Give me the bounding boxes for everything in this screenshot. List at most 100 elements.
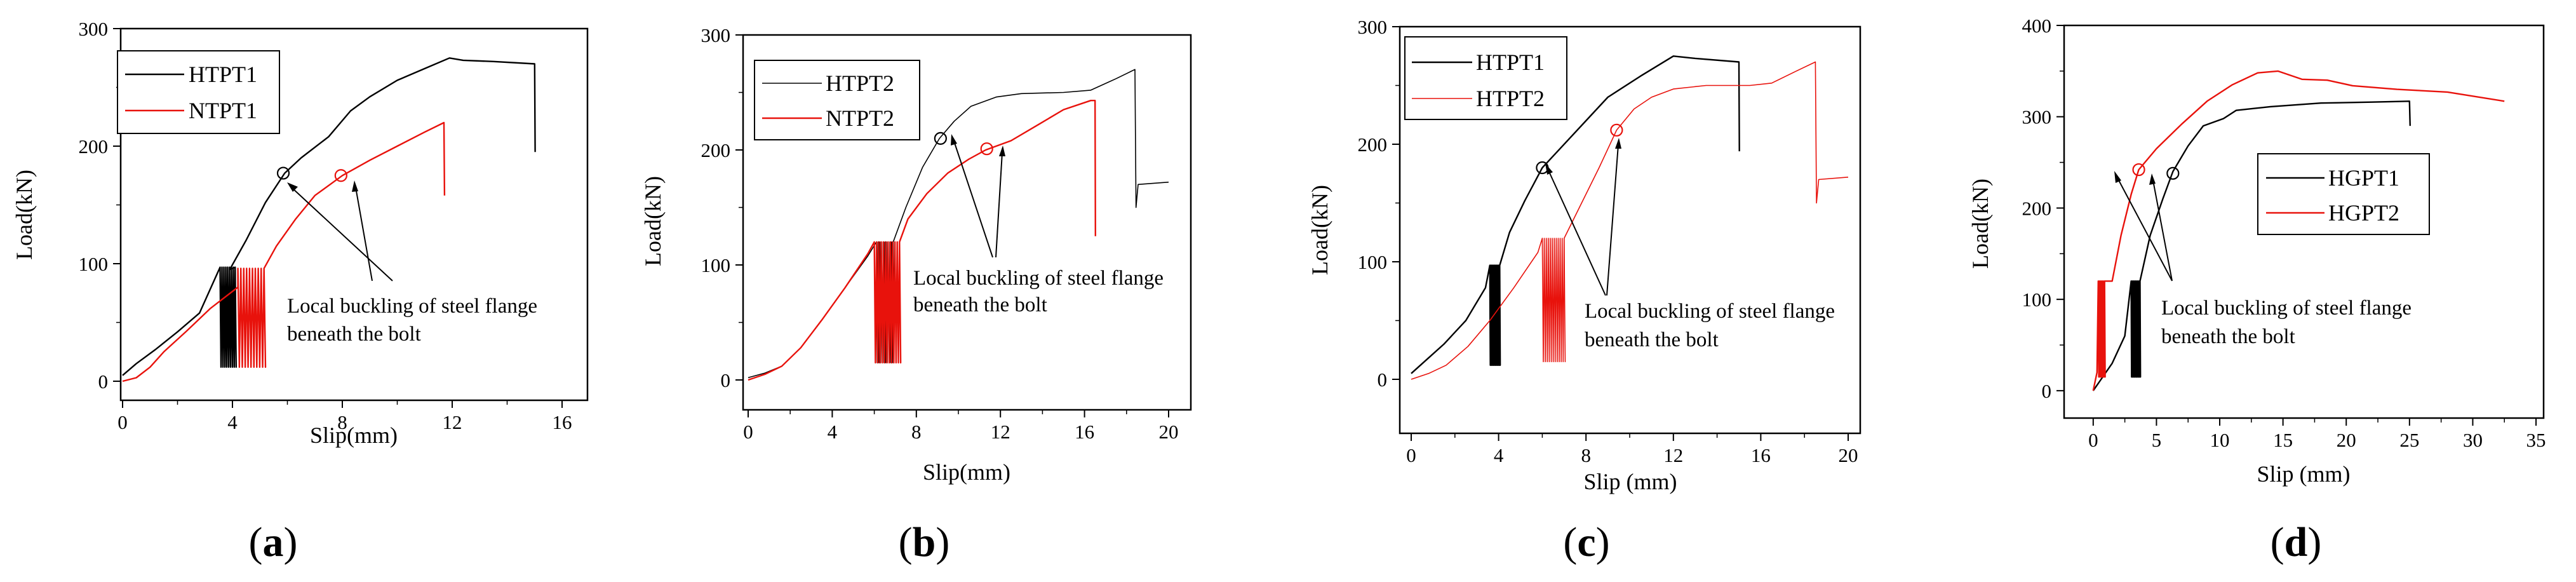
series-line-c-htpt1 <box>1411 55 1740 374</box>
x-tick-label-b-2: 8 <box>911 421 922 443</box>
annotation-text-d-line1: Local buckling of steel flange <box>2161 297 2412 320</box>
y-axis-label-b: Load(kN) <box>640 176 666 266</box>
legend-label-c-1: HTPT2 <box>1476 86 1545 111</box>
buckling-marker-b-1 <box>980 142 993 156</box>
legend-label-d-0: HGPT1 <box>2328 165 2399 191</box>
y-tick-label-c-3: 300 <box>1358 16 1388 38</box>
series-line-c-htpt2 <box>1411 61 1849 380</box>
y-tick-label-b-2: 200 <box>701 139 731 161</box>
y-tick-label-b-3: 300 <box>701 24 731 46</box>
y-axis-label-d: Load(kN) <box>1968 179 1993 269</box>
annotation-arrow-a-0 <box>291 187 393 281</box>
x-tick-label-a-4: 16 <box>553 411 572 433</box>
series-line-a-htpt1 <box>122 57 536 376</box>
ticks-c <box>1392 26 1849 441</box>
annotation-arrowhead-d-1 <box>2149 173 2156 185</box>
annotation-arrow-d-1 <box>2152 180 2173 281</box>
y-tick-label-c-0: 0 <box>1378 369 1388 391</box>
annotation-d: Local buckling of steel flange beneath t… <box>2114 171 2412 348</box>
x-tick-label-b-4: 16 <box>1075 421 1094 443</box>
ticks-b <box>735 34 1169 417</box>
y-tick-label-a-3: 300 <box>79 18 109 40</box>
series-c <box>1411 55 1849 380</box>
annotation-arrowhead-b-0 <box>951 134 957 146</box>
series-d <box>2092 70 2505 391</box>
x-tick-label-c-4: 16 <box>1751 444 1771 466</box>
series-line-a-ntpt1 <box>122 121 446 382</box>
annotation-arrow-a-1 <box>355 187 373 281</box>
panel-letter-d: d <box>2284 519 2308 565</box>
annotation-arrow-b-0 <box>953 140 993 258</box>
panel-label-a: (a) <box>249 519 298 565</box>
legend-box-a <box>117 50 280 134</box>
series-line-b-ntpt2 <box>748 100 1096 381</box>
annotation-arrowhead-c-1 <box>1615 138 1621 149</box>
x-tick-label-a-0: 0 <box>117 411 128 433</box>
plot-frame-a <box>119 27 589 402</box>
x-tick-label-d-3: 15 <box>2273 429 2293 451</box>
annotation-text-c-line2: beneath the bolt <box>1585 328 1719 351</box>
annotation-text-b-line1: Local buckling of steel flange <box>913 267 1164 290</box>
annotation-text-d-line2: beneath the bolt <box>2161 325 2295 348</box>
x-tick-label-d-5: 25 <box>2399 429 2419 451</box>
x-axis-label-d: Slip (mm) <box>2257 461 2350 487</box>
legend-label-b-0: HTPT2 <box>826 71 894 96</box>
panel-label-b: (b) <box>899 519 950 565</box>
x-tick-label-a-3: 12 <box>443 411 462 433</box>
buckling-marker-a-0 <box>276 166 290 180</box>
annotation-text-a-line2: beneath the bolt <box>287 323 421 346</box>
series-a <box>122 57 536 382</box>
x-tick-label-c-3: 12 <box>1663 444 1683 466</box>
y-tick-label-b-1: 100 <box>701 254 731 276</box>
legend-label-a-0: HTPT1 <box>189 62 257 87</box>
x-tick-label-d-0: 0 <box>2088 429 2098 451</box>
annotation-arrowhead-b-1 <box>999 146 1005 156</box>
y-tick-label-d-3: 300 <box>2022 106 2052 128</box>
y-tick-label-c-2: 200 <box>1358 133 1388 156</box>
y-tick-label-d-1: 100 <box>2022 288 2052 311</box>
panel-letter-b: b <box>913 519 936 565</box>
annotation-text-b-line2: beneath the bolt <box>913 294 1047 316</box>
legend-box-b <box>754 60 920 140</box>
x-tick-label-d-1: 5 <box>2152 429 2162 451</box>
y-axis-label-a: Load(kN) <box>11 170 37 260</box>
x-axis-label-c: Slip (mm) <box>1583 469 1677 494</box>
legend-box-c <box>1404 36 1567 120</box>
legend-d: HGPT1 HGPT2 <box>2257 153 2430 235</box>
annotation-arrowhead-a-0 <box>287 182 298 192</box>
x-tick-label-c-1: 4 <box>1494 444 1504 466</box>
legend-label-d-1: HGPT2 <box>2328 200 2399 226</box>
buckling-marker-a-1 <box>334 169 347 182</box>
x-tick-label-a-2: 8 <box>337 411 347 433</box>
y-tick-label-a-2: 200 <box>79 135 109 158</box>
x-tick-label-c-0: 0 <box>1406 444 1416 466</box>
legend-c: HTPT1 HTPT2 <box>1404 36 1567 120</box>
panel-label-c: (c) <box>1563 519 1609 565</box>
y-tick-label-a-0: 0 <box>98 370 109 393</box>
y-tick-label-a-1: 100 <box>79 253 109 275</box>
panel-d: 0 5 10 15 20 25 30 35 0 100 200 300 400 … <box>1968 15 2546 565</box>
annotation-arrowhead-d-0 <box>2114 171 2121 183</box>
legend-b: HTPT2 NTPT2 <box>754 60 920 140</box>
annotation-arrow-b-1 <box>995 152 1003 258</box>
x-tick-label-b-5: 20 <box>1159 421 1179 443</box>
annotation-arrowhead-a-1 <box>352 180 358 192</box>
series-b <box>748 69 1169 381</box>
x-tick-label-b-1: 4 <box>828 421 838 443</box>
annotation-text-a-line1: Local buckling of steel flange <box>287 295 537 318</box>
x-tick-label-b-3: 12 <box>991 421 1010 443</box>
panel-b: 0 4 8 12 16 20 0 100 200 300 Slip(mm) Lo… <box>640 24 1192 565</box>
x-tick-label-d-7: 35 <box>2526 429 2546 451</box>
y-axis-label-c: Load(kN) <box>1307 185 1332 275</box>
legend-label-c-0: HTPT1 <box>1476 50 1545 75</box>
series-line-d-hgpt2 <box>2092 70 2505 391</box>
panel-c: 0 4 8 12 16 20 0 100 200 300 Slip (mm) L… <box>1307 16 1862 565</box>
y-tick-label-c-1: 100 <box>1358 251 1388 273</box>
y-tick-label-d-4: 400 <box>2022 15 2052 37</box>
annotation-text-c-line1: Local buckling of steel flange <box>1585 300 1835 323</box>
annotation-arrowhead-c-0 <box>1545 163 1553 175</box>
annotation-arrow-c-0 <box>1548 170 1606 296</box>
legend-a: HTPT1 NTPT1 <box>117 50 280 134</box>
panel-a: 0 4 8 12 16 0 100 200 300 Slip(mm) Load(… <box>11 18 589 565</box>
